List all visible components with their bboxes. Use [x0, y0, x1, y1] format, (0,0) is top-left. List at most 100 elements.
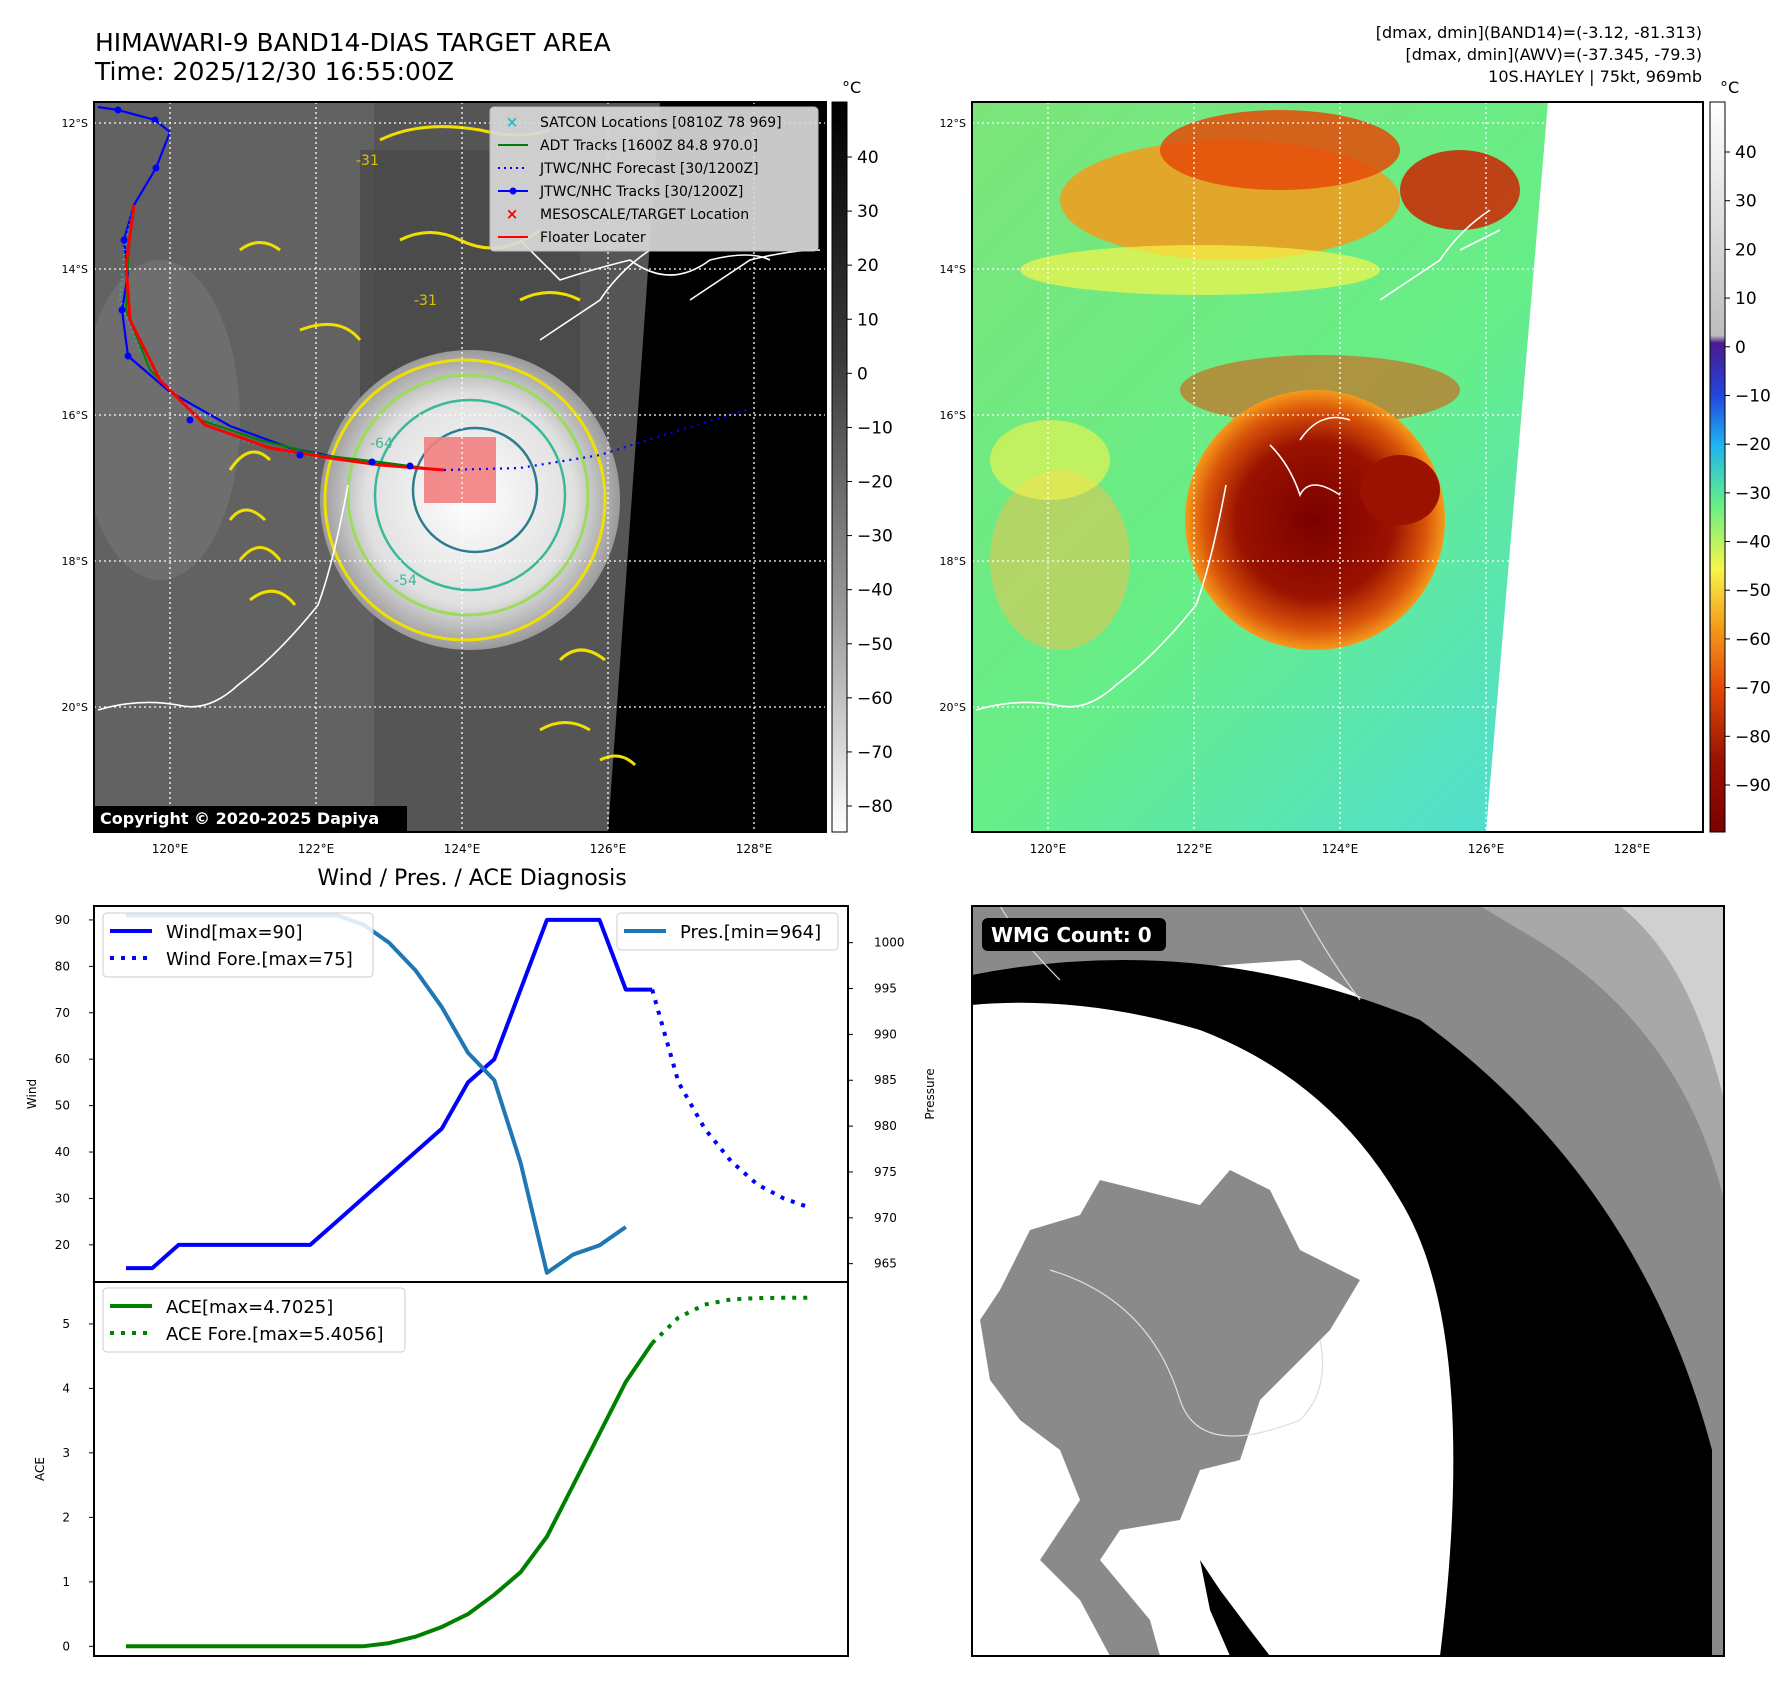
- y-tick-label: 20: [55, 1238, 70, 1252]
- colorbar-tick-label: 30: [857, 202, 879, 222]
- lon-label: 120°E: [152, 842, 189, 856]
- contour-label: -64: [370, 436, 393, 452]
- lon-label: 126°E: [1468, 842, 1505, 856]
- ir-legend: × SATCON Locations [0810Z 78 969] ADT Tr…: [489, 106, 819, 252]
- y-tick-label: 0: [62, 1639, 70, 1653]
- y-tick-label: 60: [55, 1052, 70, 1066]
- colorbar-tick-label: −80: [1735, 727, 1771, 747]
- colorbar-tick-label: 20: [857, 256, 879, 276]
- colorbar-tick-label: −60: [1735, 630, 1771, 650]
- legend-dot-track: [509, 187, 517, 195]
- ace-y-ticks: 0 1 2 3 4 5: [62, 1317, 94, 1653]
- lat-label: 18°S: [62, 555, 88, 568]
- lon-label: 128°E: [736, 842, 773, 856]
- contour-teal: [373, 398, 567, 592]
- legend-entry: ACE[max=4.7025]: [166, 1297, 333, 1318]
- colorbar-unit: °C: [1720, 78, 1739, 97]
- lon-label: 122°E: [298, 842, 335, 856]
- legend-entry: JTWC/NHC Tracks [30/1200Z]: [539, 184, 743, 200]
- y-tick-label: 80: [55, 959, 70, 973]
- gray-colorbar-ticks: 40 30 20 10 0 −10 −20 −30 −40 −50 −60 −70 −80: [847, 148, 893, 817]
- y-tick-label: 70: [55, 1006, 70, 1020]
- wmg-center-gray: [980, 1170, 1360, 1656]
- awv-map-panel: 12°S 14°S 16°S 18°S 20°S 120°E 122°E 124…: [940, 101, 1704, 856]
- wind-axis-label: Wind: [25, 1079, 39, 1109]
- awv-colorbar-ticks: 40 30 20 10 0 −10 −20 −30 −40 −50 −60 −70 −80 −90: [1725, 143, 1771, 796]
- lon-label: 124°E: [444, 842, 481, 856]
- y-tick-label: 3: [62, 1446, 70, 1460]
- y-tick-label: 1: [62, 1575, 70, 1589]
- jtwc-track-points: [114, 106, 414, 470]
- wmg-frame: [971, 905, 1725, 1657]
- awv-colorbar: °C 40 30 20 10 0 −10 −20 −30 −40 −50 −60 −70 −80 −90: [1709, 78, 1771, 833]
- awv-range: [dmax, dmin](AWV)=(-37.345, -79.3): [1405, 45, 1702, 64]
- lon-label: 122°E: [1176, 842, 1213, 856]
- colorbar-tick-label: −40: [857, 581, 893, 601]
- contour-label: -31: [356, 153, 379, 169]
- wind-pressure-chart: Wind Pressure 20 30 40 50 60 70 80 90 965 970 975…: [25, 905, 937, 1283]
- copyright-box: [95, 806, 407, 831]
- y-tick-label: 50: [55, 1099, 70, 1113]
- colorbar-tick-label: −30: [1735, 484, 1771, 504]
- legend-entry: JTWC/NHC Forecast [30/1200Z]: [539, 161, 759, 177]
- contour-dark-teal: [411, 426, 539, 554]
- copyright: Copyright © 2020-2025 Dapiya: [100, 809, 379, 828]
- ir-map-frame: [93, 101, 827, 833]
- ir-lat-labels: 12°S 14°S 16°S 18°S 20°S: [62, 117, 88, 714]
- y-tick-label: 2: [62, 1510, 70, 1524]
- colorbar-unit: °C: [842, 78, 861, 97]
- lat-label: 12°S: [940, 117, 966, 130]
- awv-gridlines: [972, 102, 1703, 832]
- awv-no-data-region: [1486, 102, 1703, 832]
- awv-storm: [1185, 390, 1445, 650]
- y2-tick-label: 995: [874, 982, 897, 996]
- lat-label: 14°S: [940, 263, 966, 276]
- legend-entry: Wind[max=90]: [166, 922, 303, 943]
- colorbar-tick-label: 40: [1735, 143, 1757, 163]
- wmg-black-band: [972, 960, 1712, 1656]
- colorbar-tick-label: 30: [1735, 192, 1757, 212]
- lat-label: 12°S: [62, 117, 88, 130]
- coastline: [97, 239, 821, 711]
- awv-lat-labels: 12°S 14°S 16°S 18°S 20°S: [940, 117, 966, 714]
- wind-legend: Wind[max=90] Wind Fore.[max=75]: [102, 912, 374, 978]
- floater-track: [124, 204, 445, 472]
- colorbar-tick-label: −70: [857, 743, 893, 763]
- colorbar-tick-label: −50: [857, 635, 893, 655]
- colorbar-tick-label: −20: [1735, 435, 1771, 455]
- y2-tick-label: 990: [874, 1027, 897, 1041]
- y-tick-label: 4: [62, 1381, 70, 1395]
- colorbar-tick-label: −70: [1735, 679, 1771, 699]
- colorbar-tick-label: 0: [1735, 338, 1746, 358]
- storm-info: 10S.HAYLEY | 75kt, 969mb: [1488, 67, 1702, 86]
- legend-entry: ACE Fore.[max=5.4056]: [166, 1324, 384, 1345]
- colorbar-tick-label: −90: [1735, 776, 1771, 796]
- awv-lon-labels: 120°E 122°E 124°E 126°E 128°E: [1030, 842, 1651, 856]
- colorbar-tick-label: −80: [857, 797, 893, 817]
- y2-tick-label: 970: [874, 1211, 897, 1225]
- legend-entry: Pres.[min=964]: [680, 922, 821, 943]
- pressure-axis-label: Pressure: [923, 1068, 937, 1119]
- ace-axis-label: ACE: [33, 1457, 47, 1481]
- lat-label: 20°S: [62, 701, 88, 714]
- ace-series: [125, 1295, 811, 1649]
- colorbar-tick-label: 10: [857, 310, 879, 330]
- colorbar-tick-label: −40: [1735, 533, 1771, 553]
- colorbar-tick-label: 0: [857, 364, 868, 384]
- pressure-legend: Pres.[min=964]: [616, 912, 839, 951]
- y-tick-label: 40: [55, 1145, 70, 1159]
- y-tick-label: 90: [55, 913, 70, 927]
- colorbar-tick-label: −30: [857, 527, 893, 547]
- contour-label: -31: [414, 293, 437, 309]
- satcon-marker-icon: ×: [506, 113, 519, 131]
- legend-entry: ADT Tracks [1600Z 84.8 970.0]: [540, 138, 758, 154]
- figure-title: HIMAWARI-9 BAND14-DIAS TARGET AREA: [95, 28, 611, 57]
- y-tick-label: 5: [62, 1317, 70, 1331]
- contour-label: -54: [394, 573, 417, 589]
- ace-legend: ACE[max=4.7025] ACE Fore.[max=5.4056]: [102, 1287, 406, 1353]
- lon-label: 128°E: [1614, 842, 1651, 856]
- colorbar-tick-label: 40: [857, 148, 879, 168]
- y2-tick-label: 1000: [874, 936, 905, 950]
- contour-yellow: [323, 358, 607, 642]
